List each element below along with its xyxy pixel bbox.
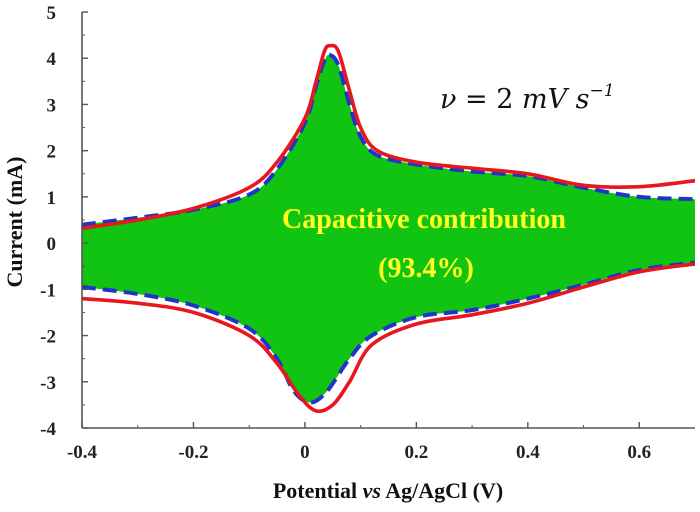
capacitive-label-line2: (93.4%) [378, 253, 474, 284]
x-axis-title-suffix: Ag/AgCl (V) [381, 478, 503, 503]
plot-area: -4 -3 -2 -1 0 1 2 3 4 5 -0.4 -0.2 0 0.2 0.4 0.6 [40, 3, 695, 463]
x-axis-title: Potential vs Ag/AgCl (V) [273, 478, 503, 503]
y-tick-label: -4 [40, 419, 56, 440]
y-tick-label: 5 [47, 3, 57, 24]
y-tick-label: 1 [47, 188, 57, 209]
capacitive-fill-area [82, 54, 695, 403]
x-axis-title-vs: vs [363, 478, 381, 503]
scan-rate-eq: = 2 [456, 84, 522, 115]
capacitive-lower-curve [82, 260, 695, 405]
x-tick-label: -0.4 [67, 442, 98, 463]
scan-rate-nu: ν [440, 84, 456, 115]
x-tick-label: 0.4 [516, 442, 540, 463]
x-tick-label: 0 [300, 442, 310, 463]
y-tick-label: -3 [40, 373, 56, 394]
x-axis-title-prefix: Potential [273, 478, 363, 503]
scan-rate-unit: mV s [522, 84, 590, 115]
y-axis-title: Current (mA) [2, 157, 27, 288]
scan-rate-exp: −1 [590, 81, 615, 101]
scan-rate-label: ν = 2 mV s−1 [440, 81, 615, 115]
annotations: ν = 2 mV s−1 Capacitive contribution (93… [282, 81, 615, 284]
x-tick-label: 0.6 [627, 442, 651, 463]
y-tick-label: 4 [47, 49, 57, 70]
y-tick-label: 3 [47, 95, 57, 116]
y-tick-label: 0 [47, 234, 57, 255]
y-tick-label: -2 [40, 327, 56, 348]
y-tick-label: 2 [47, 142, 57, 163]
x-tick-label: 0.2 [404, 442, 428, 463]
total-cv-lower-curve [82, 262, 695, 414]
capacitive-upper-curve [82, 52, 695, 227]
total-cv-upper-curve [82, 43, 695, 231]
capacitive-label-line1: Capacitive contribution [282, 204, 566, 235]
y-tick-label: -1 [40, 280, 56, 301]
x-tick-label: -0.2 [178, 442, 208, 463]
